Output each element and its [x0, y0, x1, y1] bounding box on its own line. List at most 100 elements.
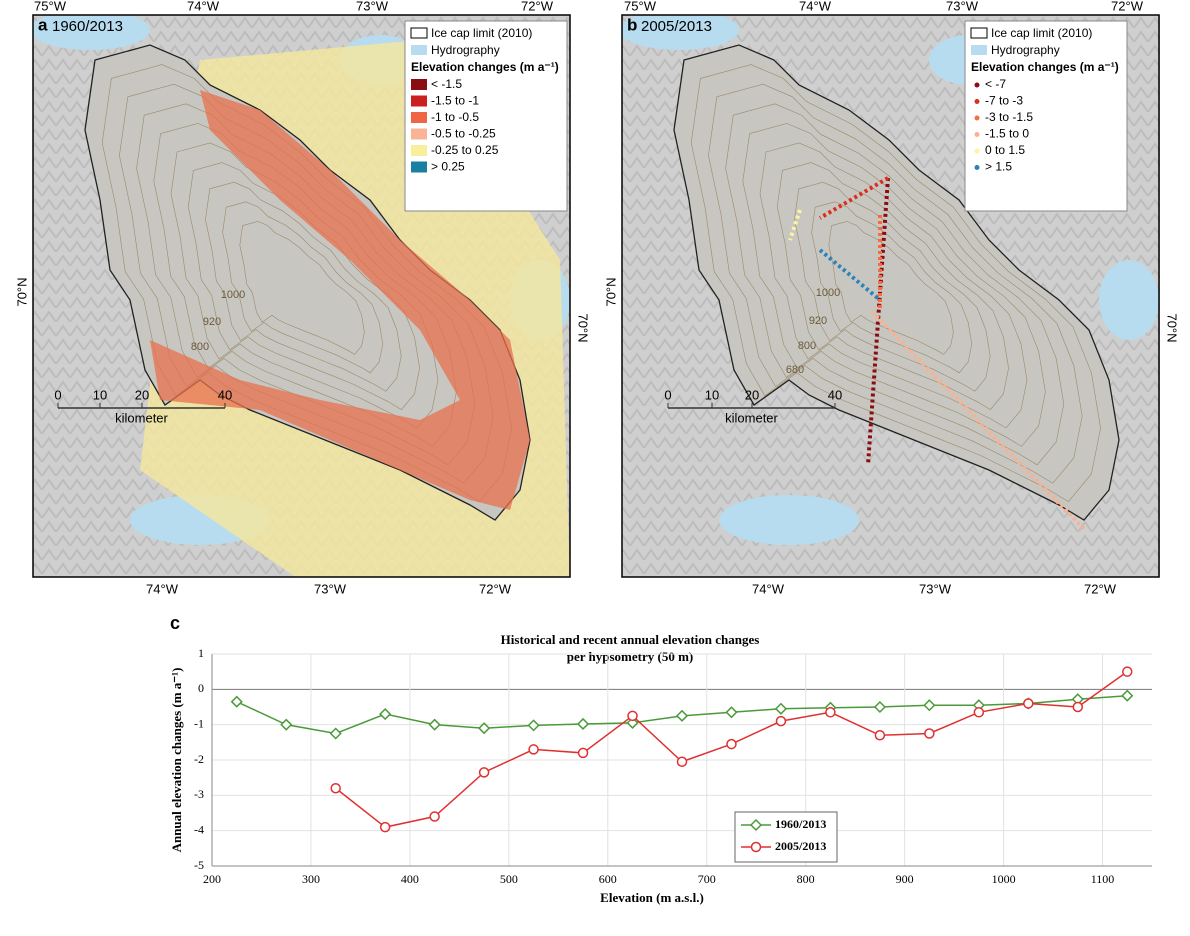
lon-tick-label: 74°W — [187, 0, 220, 13]
lon-tick-label: 73°W — [946, 0, 979, 13]
legend-swatch — [411, 96, 427, 107]
data-marker — [726, 707, 736, 717]
x-tick-label: 900 — [896, 872, 914, 886]
data-marker — [677, 711, 687, 721]
x-tick-label: 800 — [797, 872, 815, 886]
legend-marker — [975, 149, 980, 154]
scale-label: 20 — [745, 387, 759, 402]
x-tick-label: 700 — [698, 872, 716, 886]
contour-label: 1000 — [221, 289, 245, 301]
legend-swatch — [411, 145, 427, 156]
scale-unit: kilometer — [115, 410, 168, 425]
legend-swatch — [411, 45, 427, 55]
legend-swatch — [971, 45, 987, 55]
data-marker — [826, 708, 835, 717]
contour-label: 800 — [798, 340, 816, 352]
lon-tick-label: 74°W — [146, 581, 179, 596]
legend-entry: Hydrography — [431, 43, 500, 57]
lon-tick-label: 72°W — [521, 0, 554, 13]
data-marker — [1024, 699, 1033, 708]
lon-tick-label: 75°W — [34, 0, 67, 13]
data-marker — [579, 748, 588, 757]
lat-tick-label: 70°N — [14, 277, 29, 306]
lon-tick-label: 73°W — [314, 581, 347, 596]
data-marker — [776, 704, 786, 714]
legend-swatch — [411, 79, 427, 90]
panel-letter: b — [627, 15, 637, 34]
legend-heading: Elevation changes (m a⁻¹) — [411, 60, 559, 74]
data-marker — [529, 745, 538, 754]
lon-tick-label: 73°W — [919, 581, 952, 596]
data-marker — [480, 768, 489, 777]
legend-entry: 0 to 1.5 — [985, 143, 1025, 157]
data-marker — [232, 697, 242, 707]
legend-entry: Ice cap limit (2010) — [431, 26, 532, 40]
data-marker — [875, 731, 884, 740]
x-tick-label: 1100 — [1091, 872, 1115, 886]
scale-label: 10 — [93, 387, 107, 402]
y-tick-label: -4 — [194, 822, 204, 836]
legend-marker — [975, 83, 980, 88]
legend-heading: Elevation changes (m a⁻¹) — [971, 60, 1119, 74]
legend-swatch — [411, 112, 427, 123]
legend-entry: < -7 — [985, 77, 1006, 91]
panel-label: 1960/2013 — [52, 18, 123, 35]
scale-label: 40 — [218, 387, 232, 402]
y-tick-label: -3 — [194, 787, 204, 801]
y-tick-label: -2 — [194, 752, 204, 766]
legend-marker — [975, 132, 980, 137]
lon-tick-label: 72°W — [479, 581, 512, 596]
legend-entry: Ice cap limit (2010) — [991, 26, 1092, 40]
scale-unit: kilometer — [725, 410, 778, 425]
data-marker — [380, 709, 390, 719]
x-tick-label: 400 — [401, 872, 419, 886]
lon-tick-label: 75°W — [624, 0, 657, 13]
chart-title: Historical and recent annual elevation c… — [501, 632, 760, 647]
data-marker — [924, 700, 934, 710]
scale-label: 0 — [54, 387, 61, 402]
x-tick-label: 500 — [500, 872, 518, 886]
data-marker — [727, 740, 736, 749]
legend-entry: -1 to -0.5 — [431, 110, 479, 124]
panel-letter: c — [170, 613, 180, 633]
data-marker — [529, 720, 539, 730]
legend-swatch — [411, 129, 427, 140]
legend-entry: -7 to -3 — [985, 94, 1023, 108]
data-marker — [331, 784, 340, 793]
data-marker — [752, 843, 761, 852]
contour-label: 1000 — [816, 287, 840, 299]
data-marker — [1123, 667, 1132, 676]
legend-entry: > 0.25 — [431, 160, 465, 174]
chart-subtitle: per hypsometry (50 m) — [567, 649, 694, 664]
hydrography — [719, 495, 859, 545]
data-marker — [281, 720, 291, 730]
x-tick-label: 1000 — [992, 872, 1016, 886]
data-marker — [381, 823, 390, 832]
legend-entry: 1960/2013 — [775, 817, 826, 831]
scale-label: 0 — [664, 387, 671, 402]
legend-entry: Hydrography — [991, 43, 1060, 57]
legend-entry: -0.25 to 0.25 — [431, 143, 499, 157]
legend-marker — [975, 99, 980, 104]
data-marker — [776, 717, 785, 726]
legend-marker — [975, 116, 980, 121]
lon-tick-label: 72°W — [1084, 581, 1117, 596]
contour-label: 920 — [809, 315, 827, 327]
data-marker — [430, 812, 439, 821]
data-marker — [331, 729, 341, 739]
lon-tick-label: 73°W — [356, 0, 389, 13]
scale-label: 40 — [828, 387, 842, 402]
y-tick-label: -1 — [194, 716, 204, 730]
figure: a1960/201375°W74°W73°W72°W74°W73°W72°W70… — [0, 0, 1190, 931]
lat-tick-label: 70°N — [603, 277, 618, 306]
legend-entry: < -1.5 — [431, 77, 462, 91]
legend-entry: -1.5 to -1 — [431, 94, 479, 108]
panel-letter: a — [38, 15, 48, 34]
legend-swatch — [411, 162, 427, 173]
hydrography — [1099, 260, 1159, 340]
legend-swatch — [411, 28, 427, 38]
contour-label: 920 — [203, 316, 221, 328]
contour-label: 680 — [786, 364, 804, 376]
data-marker — [1122, 691, 1132, 701]
y-tick-label: -5 — [194, 858, 204, 872]
